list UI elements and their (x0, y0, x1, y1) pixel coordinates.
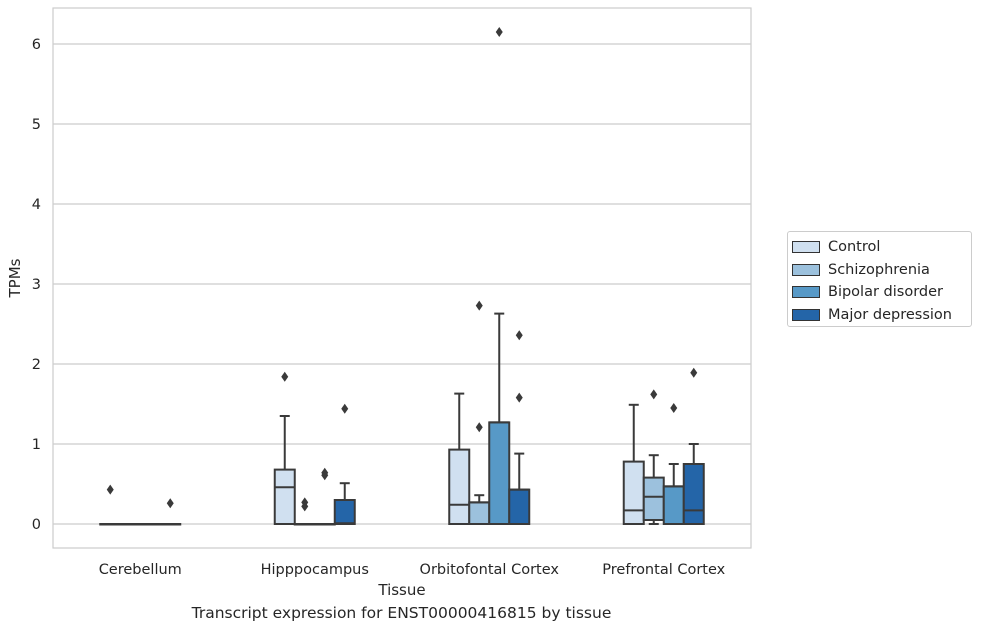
box (662, 485, 685, 525)
box-major-depression (159, 498, 182, 526)
plot-area-frame (52, 7, 752, 549)
outlier-point (495, 27, 503, 37)
box-control (99, 484, 122, 526)
figure-caption: Transcript expression for ENST0000041681… (191, 604, 612, 622)
box-bipolar-disorder (488, 27, 511, 525)
outlier-point (106, 484, 114, 495)
outlier-point (166, 498, 174, 509)
box-control (448, 392, 471, 526)
outlier-point (475, 300, 483, 311)
legend-label: Control (828, 239, 881, 256)
outlier-point (515, 330, 523, 341)
legend: Control Schizophrenia Bipolar disorder M… (787, 231, 972, 327)
box-control (622, 403, 645, 526)
outlier-point (690, 367, 698, 378)
box-major-depression (682, 367, 705, 525)
box (273, 468, 296, 526)
y-tick-label: 6 (32, 37, 41, 53)
x-tick-label: Cerebellum (99, 562, 182, 578)
box (622, 460, 645, 526)
x-tick-label: Prefrontal Cortex (602, 562, 725, 578)
box (642, 476, 665, 522)
legend-label: Major depression (828, 306, 952, 323)
outlier-point (301, 501, 309, 512)
y-tick-label: 1 (32, 437, 41, 453)
box-schizophrenia (468, 300, 491, 525)
x-axis-label: Tissue (377, 581, 425, 599)
box-major-depression (333, 403, 356, 525)
box-control (273, 371, 296, 526)
y-tick-label: 4 (32, 197, 41, 213)
box-bipolar-disorder (313, 467, 336, 526)
box-major-depression (508, 330, 531, 526)
box-bipolar-disorder (662, 403, 685, 525)
legend-item: Schizophrenia (792, 259, 971, 282)
outlier-point (341, 403, 349, 414)
y-tick-label: 3 (32, 277, 41, 293)
y-tick-labels: 0 1 2 3 4 5 6 (32, 37, 41, 533)
legend-label: Bipolar disorder (828, 284, 943, 301)
outlier-point (515, 392, 523, 403)
x-tick-label: Hipppocampus (261, 562, 369, 578)
box-schizophrenia (642, 389, 665, 525)
box (682, 463, 705, 525)
y-tick-label: 2 (32, 357, 41, 373)
legend-swatch (792, 308, 820, 321)
legend-item: Control (792, 236, 971, 259)
x-tick-labels: Cerebellum Hipppocampus Orbitofontal Corte… (99, 562, 726, 578)
gridlines (53, 43, 751, 525)
outlier-point (650, 389, 658, 400)
outlier-point (321, 470, 329, 481)
y-tick-label: 5 (32, 117, 41, 133)
box-schizophrenia (293, 497, 316, 526)
box (488, 421, 511, 525)
box (468, 501, 491, 525)
box (448, 448, 471, 526)
legend-swatch (792, 263, 820, 276)
outlier-point (475, 422, 483, 433)
boxes (99, 27, 705, 526)
outlier-point (670, 403, 678, 413)
legend-swatch (792, 286, 820, 299)
box (333, 499, 356, 525)
box-schizophrenia (119, 523, 142, 526)
x-tick-label: Orbitofontal Cortex (420, 562, 560, 578)
y-axis-label: TPMs (6, 258, 24, 298)
outlier-point (281, 371, 289, 382)
y-tick-label: 0 (32, 517, 41, 533)
legend-swatch (792, 241, 820, 254)
legend-item: Bipolar disorder (792, 281, 971, 304)
legend-item: Major depression (792, 304, 971, 327)
box-bipolar-disorder (139, 523, 162, 526)
legend-label: Schizophrenia (828, 261, 930, 278)
box (508, 488, 531, 526)
